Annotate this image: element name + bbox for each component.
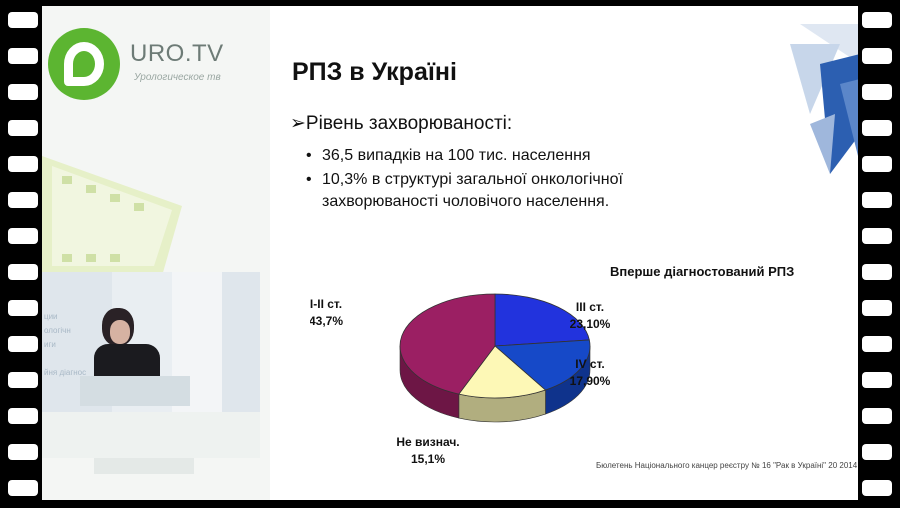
film-perforation: [862, 408, 892, 424]
video-bg-text: йня діагнос: [44, 368, 87, 377]
film-perforation: [862, 120, 892, 136]
film-perforation: [862, 192, 892, 208]
pie-slice-value: 23,10%: [570, 317, 611, 331]
sub-bullet: • 10,3% в структурі загальної онкологічно…: [306, 168, 623, 192]
film-perforation: [8, 12, 38, 28]
film-perforation: [8, 372, 38, 388]
film-perforation: [862, 156, 892, 172]
video-stand: [94, 458, 194, 474]
film-perforation: [8, 48, 38, 64]
brand-tagline: Урологическое тв: [134, 72, 221, 83]
pie-slice: [494, 293, 590, 347]
source-citation: Бюлетень Національного канцер реєстру № …: [596, 461, 858, 470]
pie-slice: [458, 345, 547, 399]
player-frame: URO.TV Урологическое тв ции ологічн иги …: [42, 6, 858, 500]
speaker-video[interactable]: ции ологічн иги йня діагнос: [42, 272, 260, 412]
film-perforation: [8, 228, 38, 244]
film-perforation: [862, 228, 892, 244]
film-perforation: [8, 336, 38, 352]
film-perforation: [862, 336, 892, 352]
video-base: [42, 412, 260, 458]
film-perforation: [8, 444, 38, 460]
film-perforation: [862, 48, 892, 64]
slide-corner-decoration-icon: [790, 24, 858, 174]
presentation-slide: РПЗ в Україні ➢Рівень захворюваності: • 3…: [270, 6, 858, 494]
film-perforation: [862, 480, 892, 496]
film-perforation: [8, 408, 38, 424]
sub-bullet-continuation: захворюваності чоловічого населення.: [322, 190, 609, 214]
pie-slice-value: 15,1%: [411, 452, 445, 466]
bullet-dot-icon: •: [306, 171, 312, 188]
pie-slices: [399, 293, 591, 399]
slide-title: РПЗ в Україні: [292, 58, 457, 86]
film-perforation: [8, 264, 38, 280]
pie-labels: III ст. 23,10% IV ст. 17,90% Не визнач. 15,1%…: [310, 297, 611, 466]
sub-bullet: • 36,5 випадків на 100 тис. населення: [306, 144, 591, 168]
film-perforation: [862, 444, 892, 460]
sub-bullet-text: 10,3% в структурі загальної онкологічної: [322, 171, 623, 188]
film-perforation: [862, 84, 892, 100]
film-perforation: [8, 84, 38, 100]
video-bg-text: иги: [44, 340, 56, 349]
pie-slice: [494, 339, 591, 391]
logo-mark-icon: [64, 42, 104, 86]
bullet-dot-icon: •: [306, 147, 312, 164]
film-perforation: [862, 264, 892, 280]
video-bg-text: ологічн: [44, 326, 71, 335]
film-strip-right: [858, 0, 900, 508]
pie-slice-value: 17,90%: [570, 374, 611, 388]
pie-slice-label: III ст.: [576, 300, 604, 314]
sub-bullet-text: 36,5 випадків на 100 тис. населення: [322, 147, 591, 164]
pie-chart: III ст. 23,10% IV ст. 17,90% Не визнач. 15,1%…: [310, 293, 611, 466]
film-perforation: [8, 120, 38, 136]
chart-title: Вперше діагностований РПЗ: [610, 264, 795, 279]
film-strip-left: [0, 0, 42, 508]
speaker-face: [110, 320, 130, 344]
film-perforation: [862, 12, 892, 28]
player-sidebar: URO.TV Урологическое тв ции ологічн иги …: [42, 6, 270, 500]
pie-slice-label: IV ст.: [575, 357, 605, 371]
brand-name[interactable]: URO.TV: [130, 40, 224, 67]
film-perforation: [862, 372, 892, 388]
film-perforation: [8, 156, 38, 172]
podium: [80, 376, 190, 406]
slide-bullet: ➢Рівень захворюваності:: [290, 113, 513, 134]
pie-slice-value: 43,7%: [310, 314, 343, 328]
film-perforation: [8, 480, 38, 496]
slide-bullet-text: Рівень захворюваності:: [305, 113, 513, 134]
pie-slice: [399, 293, 496, 395]
sub-bullet-text: захворюваності чоловічого населення.: [322, 193, 610, 210]
video-bg-text: ции: [44, 312, 58, 321]
uro-tv-logo-icon[interactable]: [48, 28, 120, 100]
film-perforation: [8, 300, 38, 316]
film-perforation: [8, 192, 38, 208]
pie-depth: [399, 345, 591, 423]
film-reel-decoration-icon: [42, 156, 182, 276]
pie-slice-label: Не визнач.: [396, 435, 459, 449]
pie-slice-label: I-II ст.: [310, 297, 342, 311]
film-perforation: [862, 300, 892, 316]
